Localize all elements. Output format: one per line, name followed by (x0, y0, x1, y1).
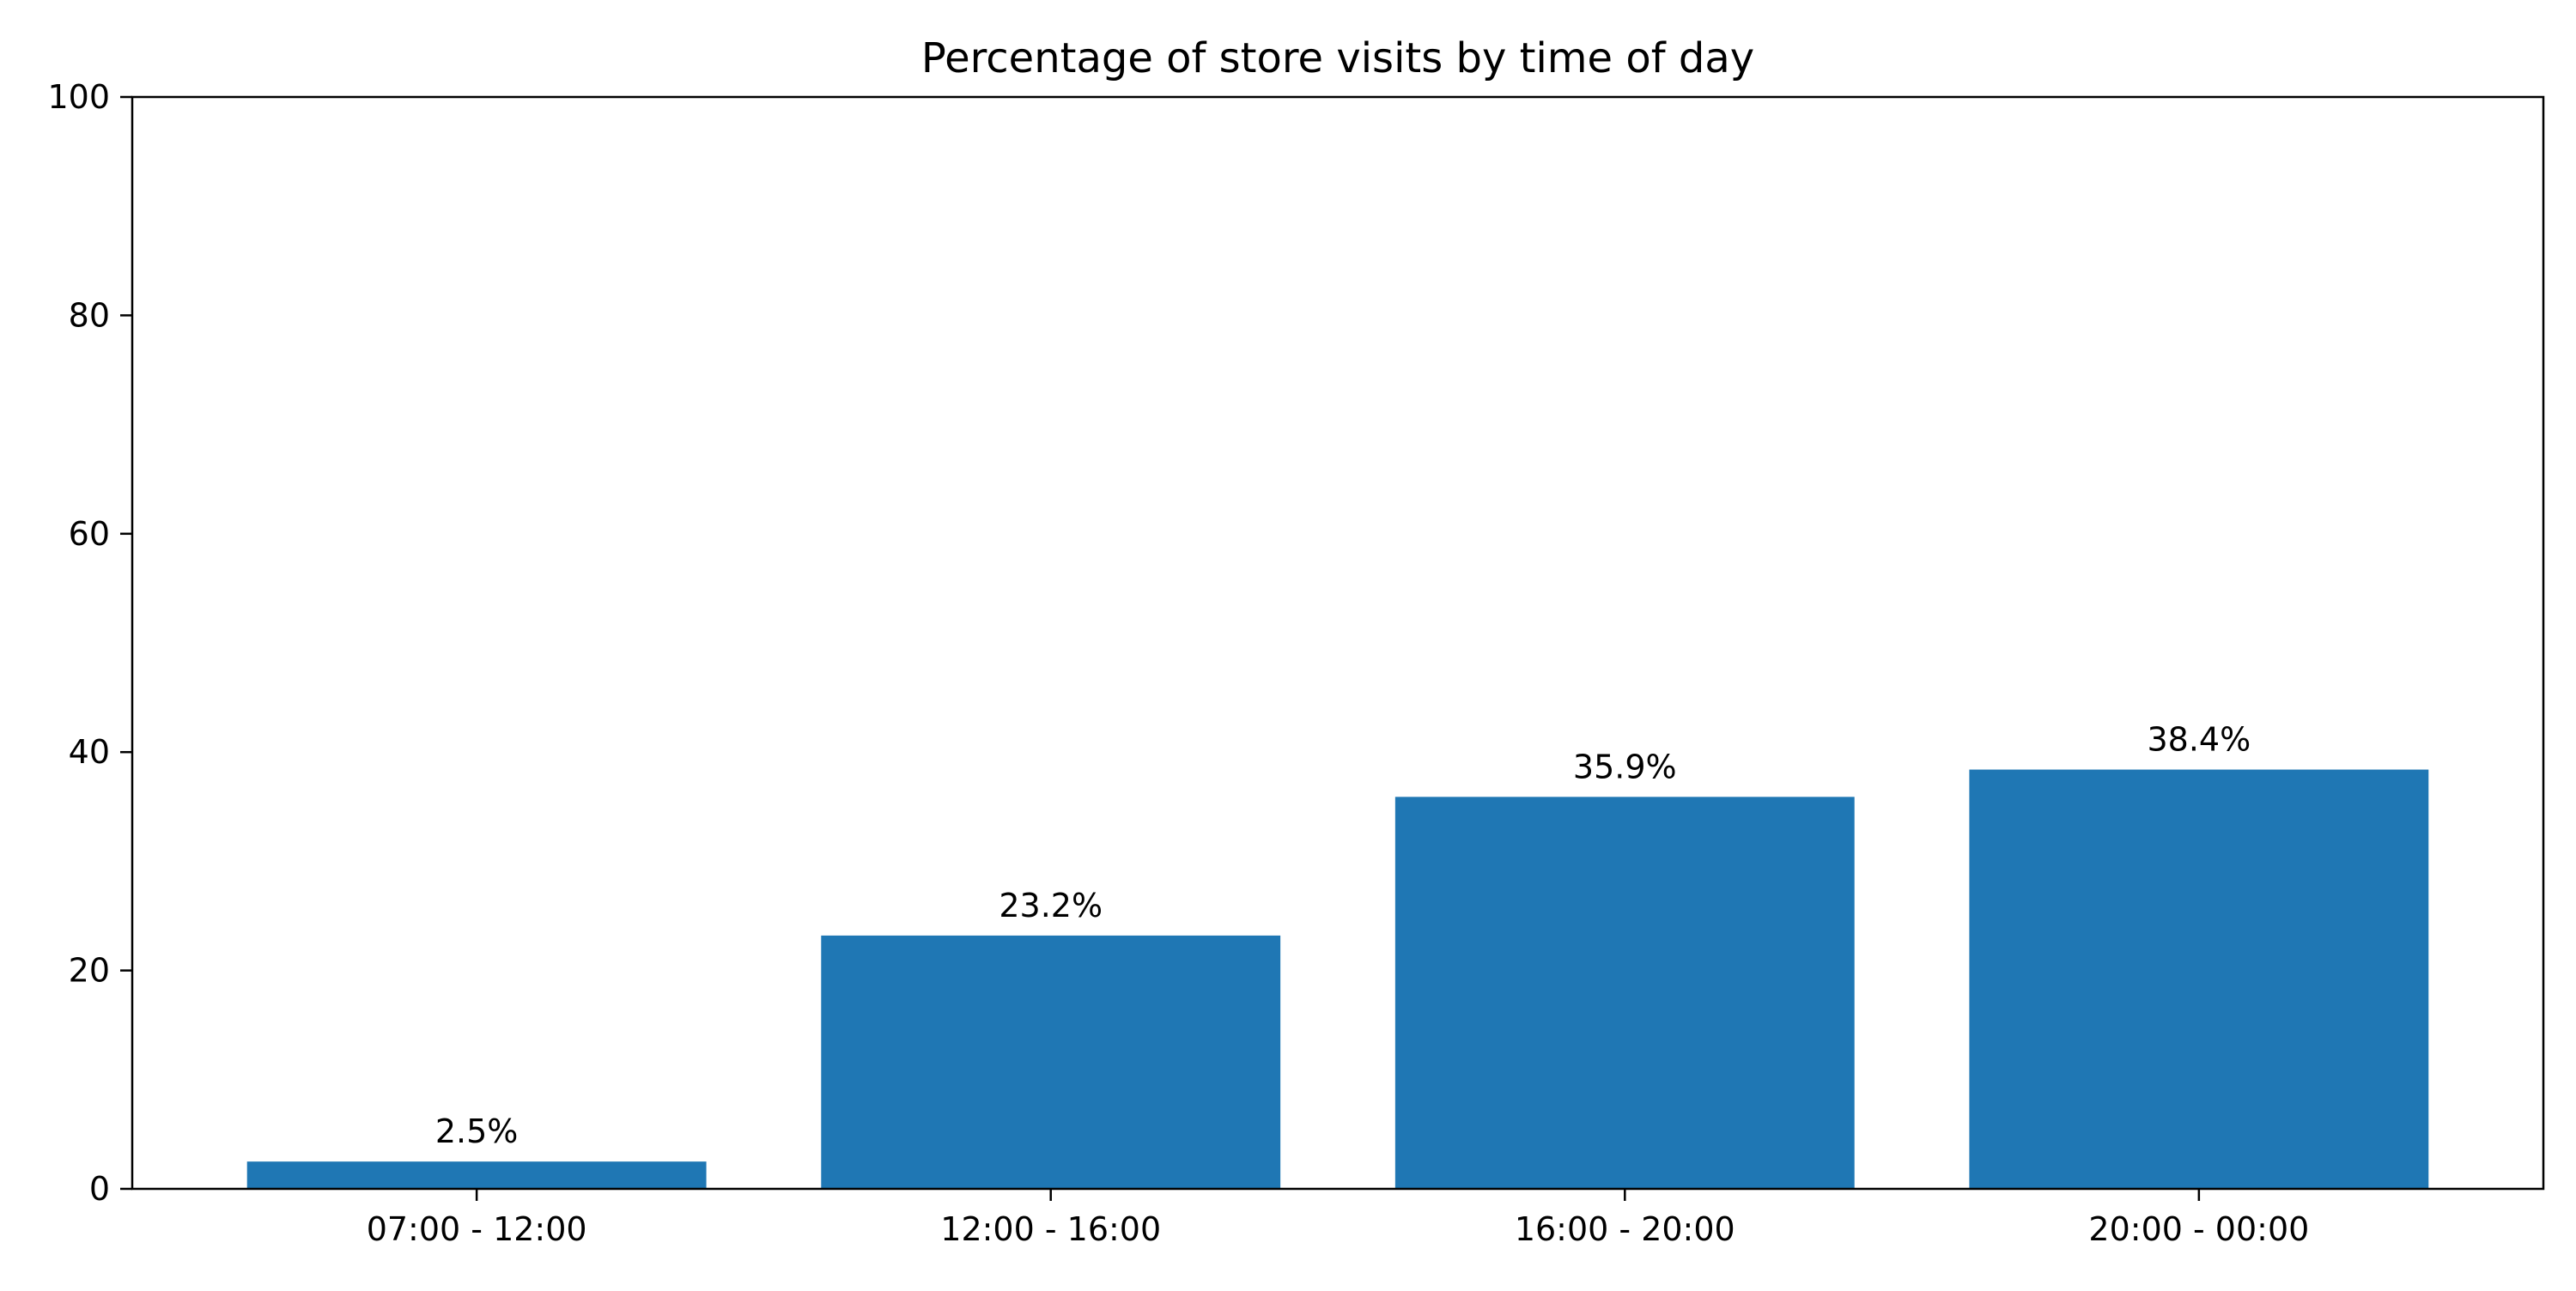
data-label-3: 35.9% (1573, 748, 1677, 785)
y-tick-label-20: 20 (69, 952, 110, 990)
y-tick-label-60: 60 (69, 515, 110, 553)
x-tick-label-1: 07:00 - 12:00 (367, 1210, 587, 1248)
x-axis: 07:00 - 12:00 12:00 - 16:00 16:00 - 20:00 2… (367, 1189, 2309, 1248)
bar-1 (246, 1161, 707, 1189)
plot-frame (131, 95, 2545, 1191)
data-label-1: 2.5% (435, 1112, 519, 1150)
y-tick-label-40: 40 (69, 733, 110, 771)
bars-layer (246, 769, 2429, 1189)
data-label-4: 38.4% (2147, 721, 2251, 759)
x-tick-label-4: 20:00 - 00:00 (2088, 1210, 2309, 1248)
y-tick-label-80: 80 (69, 296, 110, 334)
x-tick-label-3: 16:00 - 20:00 (1515, 1210, 1735, 1248)
chart-title: Percentage of store visits by time of da… (921, 34, 1754, 82)
data-labels-layer: 2.5% 23.2% 35.9% 38.4% (435, 721, 2251, 1151)
y-tick-label-100: 100 (47, 78, 110, 116)
bar-3 (1394, 797, 1855, 1189)
data-label-2: 23.2% (999, 887, 1103, 924)
y-axis: 0 20 40 60 80 100 (47, 78, 132, 1208)
bar-4 (1969, 769, 2429, 1189)
bar-2 (821, 935, 1281, 1189)
x-tick-label-2: 12:00 - 16:00 (940, 1210, 1161, 1248)
y-tick-label-0: 0 (89, 1170, 110, 1208)
